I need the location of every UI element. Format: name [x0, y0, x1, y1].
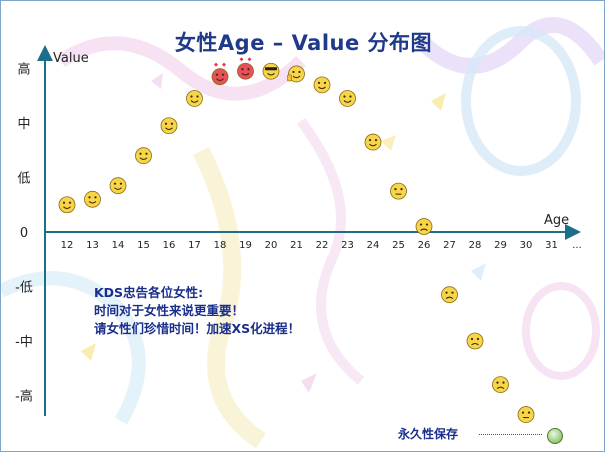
x-tick-label: ...	[572, 240, 582, 251]
x-tick-label: 21	[290, 240, 303, 251]
y-tick-label: -高	[15, 389, 33, 405]
x-tick-label: 15	[137, 240, 150, 251]
y-tick-label: -低	[15, 281, 33, 296]
love-face-icon	[237, 57, 254, 80]
x-tick-label: 31	[545, 240, 558, 251]
y-axis-label: Value	[53, 51, 89, 66]
x-tick-label: 17	[188, 240, 201, 251]
x-tick-label: 24	[367, 240, 380, 251]
advice-note-line-3: 请女性们珍惜时间！加速XS化进程！	[94, 321, 301, 336]
x-tick-label: 25	[392, 240, 405, 251]
smiley-face-icon	[109, 177, 127, 195]
x-tick-label: 22	[316, 240, 329, 251]
y-tick-label: 高	[17, 62, 30, 78]
x-tick-label: 20	[265, 240, 278, 251]
thumbs-up-face-icon	[287, 65, 305, 83]
y-tick-label: 0	[20, 226, 28, 241]
x-tick-label: 30	[520, 240, 533, 251]
crying-face-icon	[492, 376, 509, 394]
smiley-face-icon	[135, 147, 152, 165]
smiley-face-icon	[58, 196, 76, 214]
x-tick-label: 14	[112, 240, 125, 251]
worried-face-icon	[466, 332, 484, 350]
advice-note-line-1: KDS忠告各位女性:	[94, 285, 204, 300]
smiley-face-icon	[84, 190, 101, 208]
x-tick-label: 12	[61, 240, 74, 251]
cool-face-icon	[262, 62, 280, 80]
content-face-icon	[339, 90, 356, 107]
globe-icon[interactable]	[547, 428, 563, 444]
advice-note: KDS忠告各位女性: 时间对于女性来说更重要！ 请女性们珍惜时间！加速XS化进程…	[94, 284, 300, 338]
grinning-face-icon	[186, 90, 203, 107]
frown-face-icon	[441, 286, 458, 304]
chart-title: 女性Age – Value 分布图	[174, 31, 433, 55]
y-tick-label: -中	[15, 335, 33, 350]
x-tick-label: 13	[86, 240, 99, 251]
x-tick-label: 27	[443, 240, 456, 251]
angry-face-icon	[415, 218, 433, 235]
advice-note-line-2: 时间对于女性来说更重要！	[94, 303, 245, 318]
y-tick-label: 低	[17, 172, 30, 187]
footer-link-text[interactable]: 永久性保存	[398, 427, 459, 441]
x-tick-label: 19	[239, 240, 252, 251]
x-tick-label: 16	[163, 240, 176, 251]
content-face-icon	[313, 76, 331, 94]
x-tick-label: 29	[494, 240, 507, 251]
footer-arrow-line	[479, 434, 542, 435]
love-face-icon	[211, 62, 229, 86]
y-tick-label: 中	[17, 117, 30, 132]
x-tick-label: 28	[469, 240, 482, 251]
x-tick-label: 26	[418, 240, 431, 251]
smiley-face-icon	[160, 117, 178, 135]
x-axis-label: Age	[544, 213, 570, 228]
x-tick-label: 18	[214, 240, 227, 251]
sleepy-face-icon	[517, 406, 535, 423]
neutral-face-icon	[390, 182, 407, 200]
x-tick-label: 23	[341, 240, 354, 251]
smiley-face-icon	[364, 133, 382, 151]
